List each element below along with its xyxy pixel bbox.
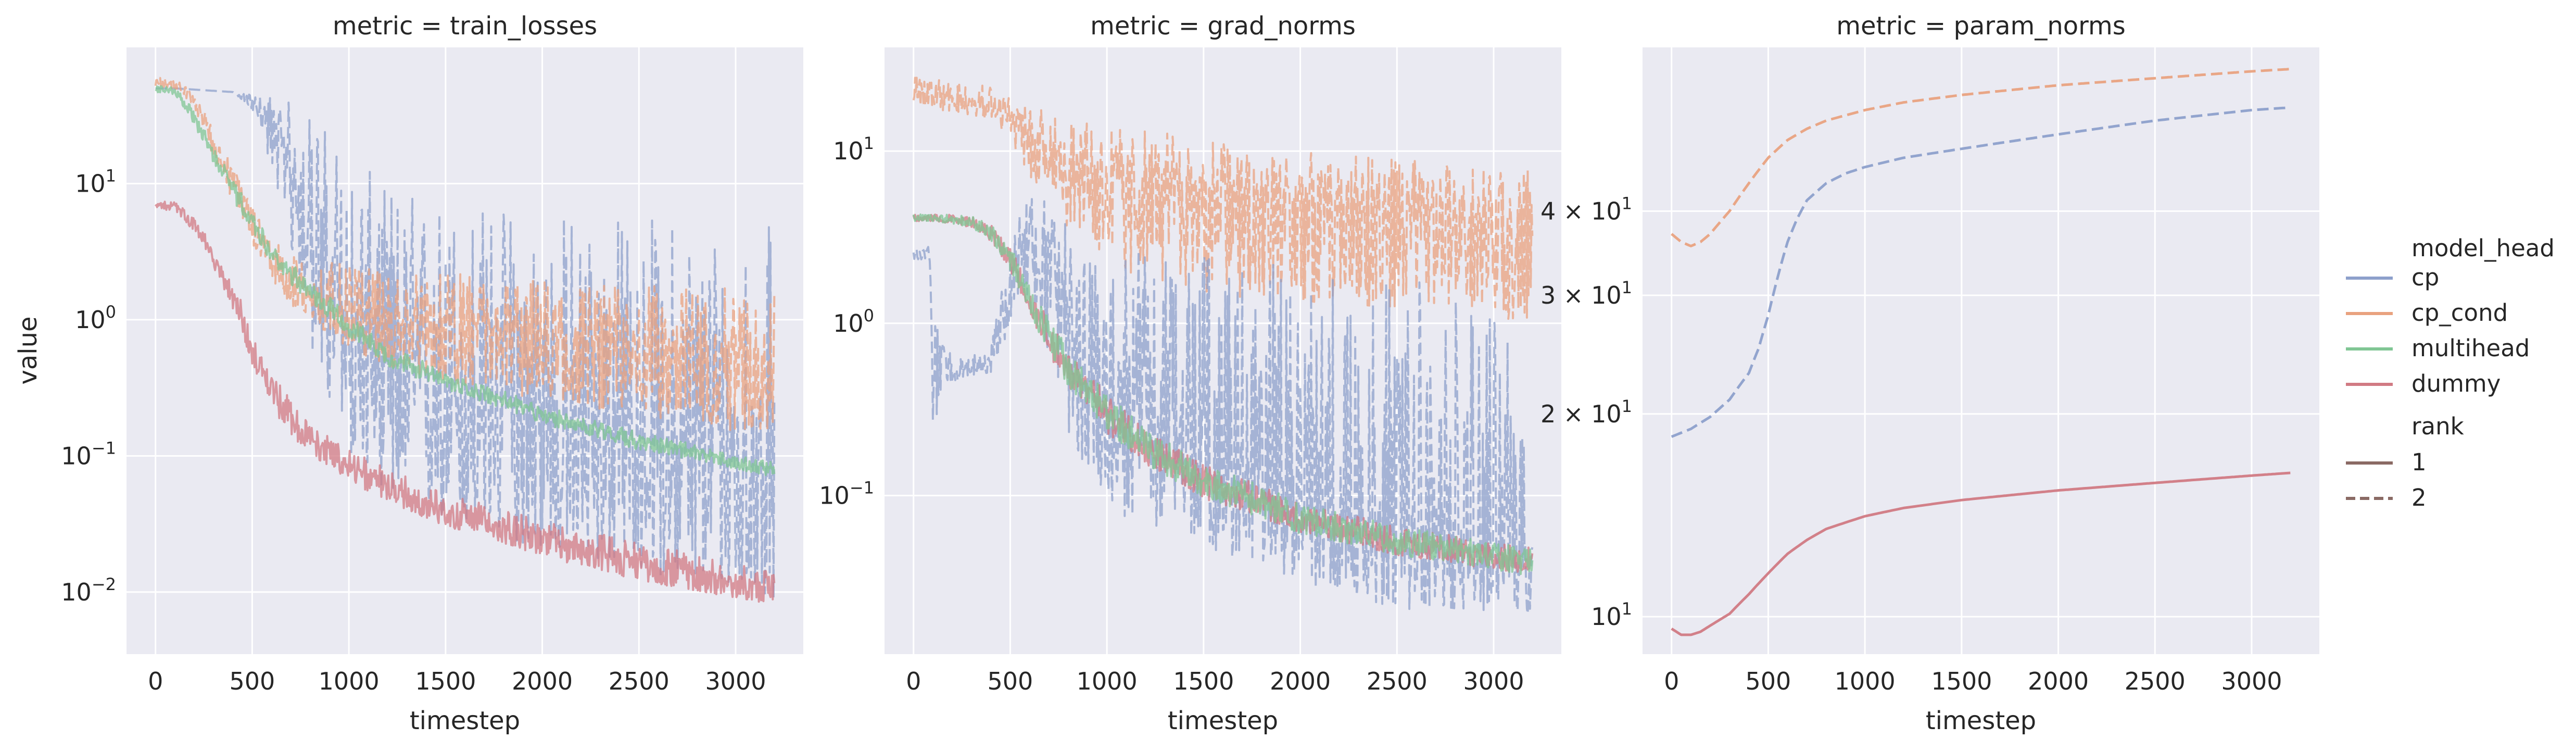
series-line-dummy-rank-1 bbox=[1671, 471, 2291, 636]
series-line-cp_cond-rank-2 bbox=[1671, 68, 2291, 247]
panel-train-losses: 0 500 1000 1500 2000 2500 3000 10110010−110−2 … bbox=[14, 11, 803, 735]
x-tick-label: 2000 bbox=[2028, 667, 2089, 695]
series-line-dummy-rank-1 bbox=[155, 201, 776, 603]
x-tick-label: 500 bbox=[230, 667, 275, 695]
series-line-cp_cond-rank-2 bbox=[912, 77, 1534, 320]
x-tick-label: 1500 bbox=[1173, 667, 1234, 695]
x-tick-label: 2500 bbox=[1367, 667, 1428, 695]
x-axis-label: timestep bbox=[1168, 706, 1278, 735]
x-tick-label: 1000 bbox=[1077, 667, 1138, 695]
legend-label: multihead bbox=[2411, 334, 2530, 362]
series-layer bbox=[1671, 68, 2291, 636]
legend-label: dummy bbox=[2411, 370, 2501, 397]
x-tick-label: 0 bbox=[148, 667, 163, 695]
y-tick-label: 4 × 101 bbox=[1540, 193, 1632, 225]
legend-style-title: rank bbox=[2411, 412, 2464, 440]
series-layer bbox=[912, 77, 1534, 615]
y-axis-label: value bbox=[14, 316, 43, 384]
x-tick-label: 3000 bbox=[705, 667, 766, 695]
series-line-cp-rank-2 bbox=[155, 87, 776, 599]
y-tick-label: 10−1 bbox=[819, 478, 874, 509]
x-tick-labels: 0 500 1000 1500 2000 2500 3000 bbox=[1664, 667, 2282, 695]
x-tick-label: 3000 bbox=[1463, 667, 1524, 695]
y-tick-labels: 101 100 10−1 bbox=[819, 133, 874, 509]
x-axis-label: timestep bbox=[410, 706, 520, 735]
x-tick-labels: 0 500 1000 1500 2000 2500 3000 bbox=[148, 667, 766, 695]
panel-grad-norms: 0 500 1000 1500 2000 2500 3000 101 100 10−1 metr… bbox=[819, 11, 1561, 735]
legend-label: cp bbox=[2411, 264, 2439, 291]
panel-title: metric = param_norms bbox=[1836, 11, 2126, 41]
series-line-cp-rank-2 bbox=[1671, 106, 2291, 438]
legend-style-entries: 12 bbox=[2346, 448, 2427, 511]
panel-background bbox=[1643, 47, 2319, 654]
legend-label: cp_cond bbox=[2411, 299, 2508, 327]
y-tick-label: 101 bbox=[75, 166, 116, 197]
x-tick-label: 3000 bbox=[2221, 667, 2282, 695]
legend-label: 2 bbox=[2411, 484, 2427, 511]
y-tick-label: 100 bbox=[833, 306, 874, 337]
x-tick-label: 1500 bbox=[1931, 667, 1992, 695]
y-tick-labels: 4 × 101 3 × 101 2 × 101 101 bbox=[1540, 193, 1632, 631]
x-tick-labels: 0 500 1000 1500 2000 2500 3000 bbox=[906, 667, 1524, 695]
y-tick-label: 100 bbox=[75, 302, 116, 334]
x-tick-label: 1000 bbox=[319, 667, 380, 695]
y-tick-label: 10−1 bbox=[61, 438, 116, 470]
x-tick-label: 0 bbox=[1664, 667, 1679, 695]
y-tick-label: 101 bbox=[1591, 599, 1632, 631]
series-line-multihead-rank-1 bbox=[912, 213, 1534, 575]
x-tick-label: 2500 bbox=[2125, 667, 2186, 695]
x-tick-label: 1000 bbox=[1835, 667, 1896, 695]
x-tick-label: 2000 bbox=[512, 667, 573, 695]
y-tick-label: 3 × 101 bbox=[1540, 278, 1632, 309]
x-tick-label: 500 bbox=[1746, 667, 1791, 695]
y-tick-label: 2 × 101 bbox=[1540, 396, 1632, 428]
y-tick-label: 10−2 bbox=[61, 574, 116, 606]
x-tick-label: 2500 bbox=[609, 667, 670, 695]
legend-label: 1 bbox=[2411, 448, 2427, 476]
y-tick-labels: 101 100 10−1 10−2 bbox=[61, 166, 116, 606]
series-line-multihead-rank-1 bbox=[155, 85, 776, 476]
x-tick-label: 500 bbox=[988, 667, 1033, 695]
legend-hue-title: model_head bbox=[2411, 234, 2555, 262]
x-tick-label: 0 bbox=[906, 667, 921, 695]
x-axis-label: timestep bbox=[1926, 706, 2036, 735]
panel-title: metric = train_losses bbox=[333, 11, 597, 41]
y-tick-label: 101 bbox=[833, 133, 874, 165]
panel-param-norms: 0 500 1000 1500 2000 2500 3000 4 × 101 3 × 101 2… bbox=[1540, 11, 2319, 735]
series-line-cp_cond-rank-2 bbox=[154, 77, 776, 431]
panel-title: metric = grad_norms bbox=[1090, 11, 1356, 41]
x-tick-label: 2000 bbox=[1270, 667, 1331, 695]
legend-hue-entries: cp cp_cond multihead dummy bbox=[2346, 264, 2530, 397]
x-tick-label: 1500 bbox=[415, 667, 476, 695]
series-layer bbox=[154, 77, 776, 603]
